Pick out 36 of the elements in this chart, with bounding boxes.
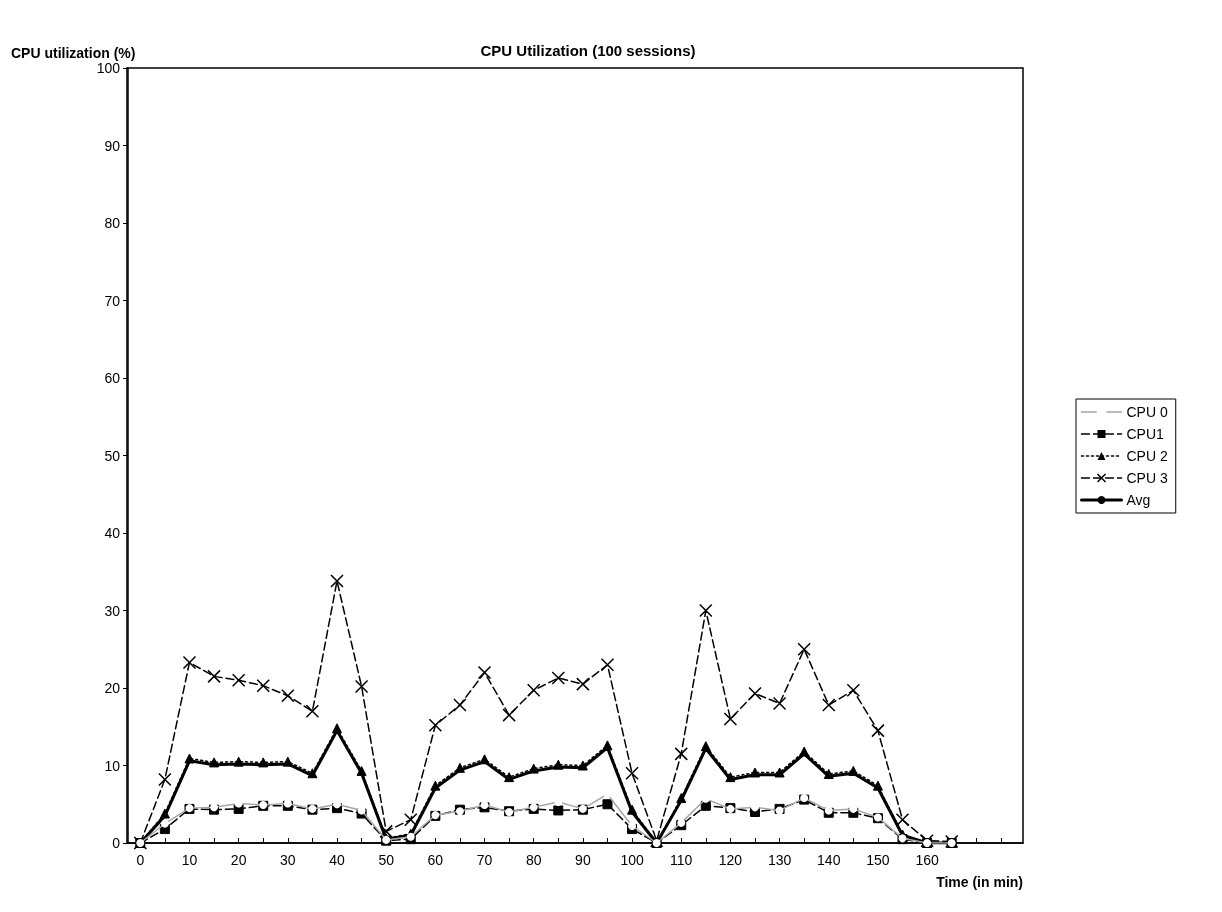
- x-tick-label: 100: [620, 852, 644, 868]
- y-tick-label: 10: [104, 757, 121, 774]
- legend-label: CPU1: [1126, 426, 1165, 442]
- legend-label: CPU 0: [1126, 404, 1168, 420]
- legend-label: CPU 3: [1126, 470, 1168, 486]
- y-tick-label: 40: [104, 525, 121, 541]
- x-tick-label: 110: [670, 852, 693, 868]
- chart-title: CPU Utilization (100 sessions): [480, 42, 696, 59]
- y-tick-label: 70: [104, 292, 121, 309]
- x-tick-label: 60: [427, 852, 444, 868]
- y-tick-label: 30: [104, 602, 121, 619]
- y-tick-label: 90: [104, 137, 121, 154]
- legend-label: CPU 2: [1126, 448, 1168, 464]
- x-tick-label: 70: [476, 852, 493, 868]
- x-tick-label: 80: [525, 852, 542, 868]
- x-tick-label: 140: [817, 852, 841, 868]
- x-tick-label: 120: [718, 852, 743, 868]
- y-axis-title: CPU utilization (%): [11, 45, 136, 61]
- x-axis-title: Time (in min): [936, 874, 1023, 890]
- x-tick-label: 50: [378, 852, 395, 868]
- legend-label: Avg: [1126, 492, 1151, 508]
- y-tick-label: 20: [104, 680, 121, 696]
- x-tick-label: 160: [915, 852, 939, 868]
- y-tick-label: 80: [104, 215, 121, 231]
- y-tick-label: 100: [96, 60, 121, 76]
- x-tick-label: 150: [866, 852, 890, 868]
- y-tick-label: 60: [104, 370, 121, 386]
- x-tick-label: 40: [329, 852, 345, 868]
- x-tick-label: 30: [280, 852, 296, 868]
- x-tick-label: 90: [575, 852, 591, 868]
- x-tick-label: 130: [767, 852, 792, 868]
- y-tick-label: 0: [112, 835, 121, 851]
- x-tick-label: 0: [136, 852, 145, 868]
- x-tick-label: 20: [230, 852, 247, 868]
- y-tick-label: 50: [104, 447, 121, 464]
- x-tick-label: 10: [181, 852, 198, 868]
